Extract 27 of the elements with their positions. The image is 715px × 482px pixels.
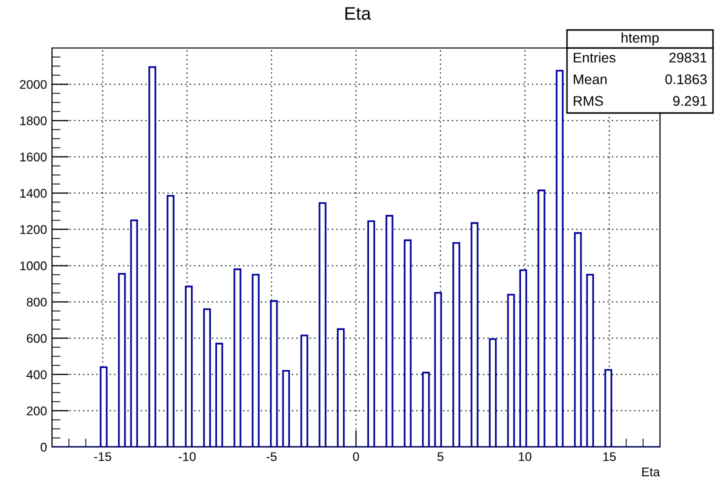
- x-tick-label: 5: [437, 452, 444, 462]
- y-tick-label: 400: [26, 370, 47, 380]
- text: 0.1863: [665, 74, 707, 84]
- x-tick-label: 15: [603, 452, 616, 462]
- y-tick-label: 200: [26, 406, 47, 416]
- x-tick-label: 0: [353, 452, 359, 462]
- x-tick-label: 10: [518, 452, 532, 462]
- text: 9.291: [673, 96, 707, 106]
- text: htemp: [622, 32, 659, 46]
- chart-title: Eta: [345, 7, 372, 20]
- x-tick-label: -15: [94, 452, 112, 462]
- y-tick-label: 1400: [20, 188, 47, 198]
- x-tick-label: -5: [266, 452, 277, 462]
- annotation: Mean: [574, 74, 607, 84]
- y-tick-label: 600: [26, 334, 47, 343]
- annotation: Entries: [574, 52, 616, 63]
- x-tick-label: -10: [178, 452, 196, 462]
- y-tick-label: 0: [40, 442, 47, 452]
- y-tick-label: 1800: [20, 116, 47, 126]
- y-tick-label: 1200: [20, 225, 47, 234]
- y-tick-label: 1000: [20, 261, 47, 270]
- text: 29831: [669, 52, 707, 63]
- y-tick-label: 800: [26, 298, 47, 307]
- x-axis-title: Eta: [642, 468, 660, 476]
- annotation: RMS: [574, 96, 603, 106]
- y-tick-label: 2000: [20, 80, 47, 89]
- y-tick-label: 1600: [20, 152, 47, 162]
